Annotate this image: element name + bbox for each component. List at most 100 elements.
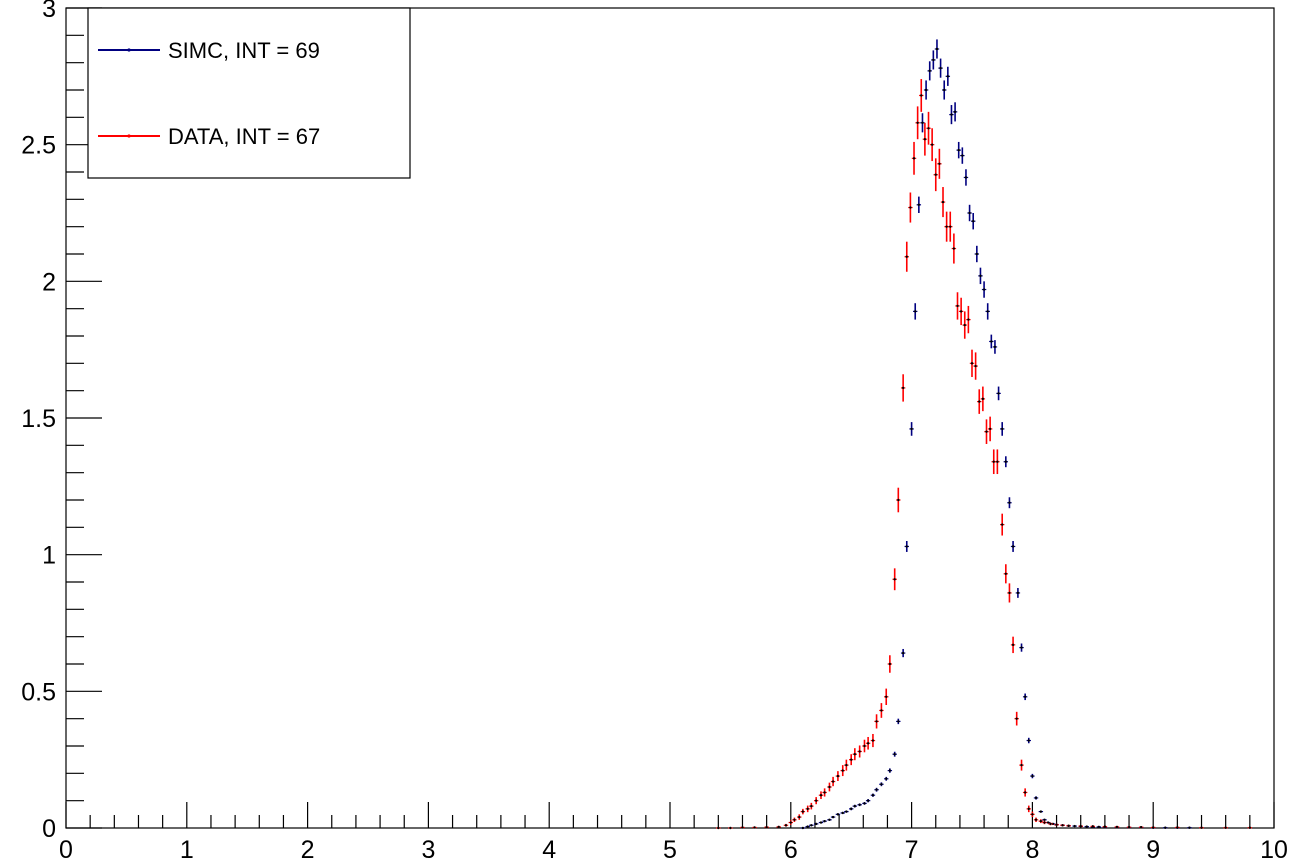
data-point	[987, 416, 993, 442]
data-point	[887, 655, 893, 673]
data-point	[966, 305, 971, 334]
x-tick-label: 3	[421, 836, 435, 864]
point-marker	[970, 362, 974, 365]
point-marker	[784, 824, 788, 827]
point-marker	[845, 810, 848, 813]
point-marker	[880, 709, 883, 712]
point-marker	[871, 794, 875, 797]
data-point	[862, 802, 867, 805]
data-point	[927, 61, 932, 81]
point-marker	[810, 804, 813, 808]
point-marker	[789, 821, 792, 824]
point-marker	[814, 799, 818, 802]
point-marker	[927, 127, 930, 130]
data-point	[1038, 819, 1044, 824]
point-marker	[836, 774, 840, 778]
point-marker	[939, 66, 942, 70]
data-point	[1000, 422, 1005, 436]
data-point	[937, 148, 942, 179]
data-point	[1072, 824, 1077, 828]
point-marker	[1008, 591, 1011, 595]
legend-marker-simc	[127, 48, 131, 52]
point-marker	[801, 810, 805, 813]
data-point	[844, 759, 849, 771]
point-marker	[1200, 826, 1203, 829]
point-marker	[806, 825, 809, 828]
point-marker	[897, 720, 900, 723]
data-point	[904, 241, 909, 272]
point-marker	[871, 739, 875, 742]
point-marker	[1004, 460, 1008, 463]
data-point	[800, 808, 806, 815]
point-marker	[928, 69, 931, 73]
data-point	[945, 66, 951, 86]
point-marker	[897, 498, 900, 502]
data-point	[967, 204, 972, 222]
point-marker	[1031, 813, 1034, 816]
point-marker	[1073, 824, 1076, 828]
point-marker	[957, 148, 960, 152]
point-marker	[1011, 545, 1015, 548]
data-point	[1163, 826, 1168, 829]
point-marker	[863, 802, 866, 805]
x-tick-label: 9	[1146, 836, 1160, 864]
data-point	[764, 825, 769, 829]
point-marker	[1027, 807, 1030, 811]
legend: SIMC, INT = 69 DATA, INT = 67	[87, 7, 411, 179]
data-point	[857, 803, 862, 807]
point-marker	[1046, 821, 1050, 824]
data-point	[809, 824, 814, 827]
data-point	[865, 799, 871, 803]
data-point	[788, 820, 793, 825]
data-point	[813, 822, 819, 826]
point-marker	[963, 323, 966, 327]
data-point	[1078, 824, 1083, 828]
y-tick-label: 3	[42, 0, 56, 23]
data-point	[984, 419, 989, 444]
point-marker	[828, 785, 831, 789]
point-marker	[923, 138, 927, 141]
point-marker	[1188, 826, 1191, 829]
point-marker	[1115, 825, 1119, 829]
data-point	[1033, 796, 1039, 800]
data-point	[974, 245, 980, 263]
data-point	[995, 449, 1000, 475]
point-marker	[858, 750, 861, 753]
point-marker	[1016, 591, 1020, 595]
data-point	[1038, 810, 1044, 813]
point-marker	[992, 460, 995, 463]
point-marker	[935, 47, 939, 51]
data-point	[934, 39, 940, 59]
data-point	[960, 147, 965, 164]
data-point	[805, 825, 810, 828]
point-marker	[801, 826, 805, 830]
data-point	[1102, 825, 1108, 828]
point-marker	[905, 545, 908, 548]
data-point	[1138, 825, 1144, 829]
point-marker	[996, 460, 999, 463]
point-marker	[753, 826, 756, 829]
data-point	[1000, 513, 1005, 536]
data-point	[938, 58, 943, 78]
y-tick-label: 0.5	[21, 678, 56, 706]
data-point	[915, 106, 920, 140]
x-tick-label: 1	[180, 836, 194, 864]
point-marker	[1039, 819, 1043, 823]
data-point	[1019, 759, 1024, 771]
data-point	[1048, 822, 1053, 826]
data-point	[981, 281, 987, 298]
data-point	[962, 311, 967, 339]
data-point	[1033, 817, 1039, 822]
data-point	[852, 748, 858, 761]
point-marker	[946, 75, 950, 78]
data-point	[955, 292, 960, 320]
data-point	[840, 811, 845, 815]
data-point	[900, 374, 906, 402]
point-marker	[993, 345, 997, 349]
data-point	[716, 826, 721, 830]
x-tick-label: 8	[1025, 836, 1039, 864]
point-marker	[956, 304, 959, 308]
data-series	[716, 39, 1253, 830]
data-point	[1022, 788, 1028, 797]
